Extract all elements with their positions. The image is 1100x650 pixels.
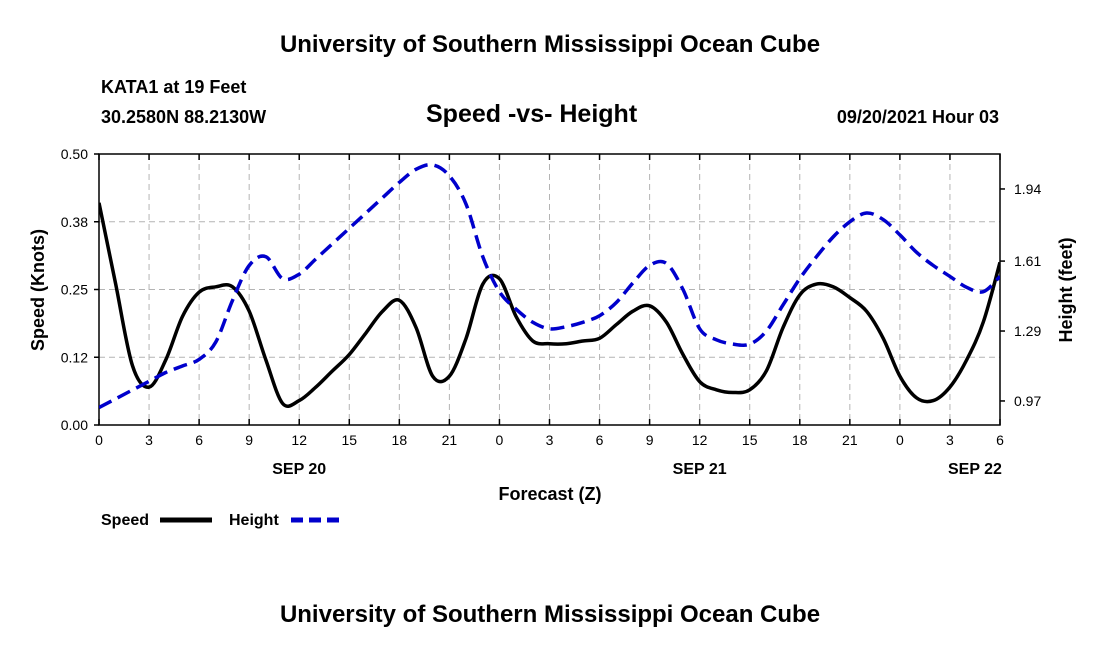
y2-axis-label: Height (feet) [1056, 238, 1076, 343]
x-tick-label: 21 [842, 432, 858, 448]
x-tick-label: 18 [392, 432, 408, 448]
x-tick-label: 6 [195, 432, 203, 448]
page-title: University of Southern Mississippi Ocean… [279, 31, 821, 58]
x-tick-label: 18 [792, 432, 808, 448]
height-series-line [99, 162, 1000, 410]
x-tick-label: 12 [291, 432, 307, 448]
station-name: KATA1 at 19 Feet [101, 77, 247, 97]
x-date-label: SEP 21 [673, 461, 727, 478]
x-tick-label: 21 [442, 432, 458, 448]
x-tick-label: 9 [646, 432, 654, 448]
x-axis-label: Forecast (Z) [498, 484, 601, 504]
series [99, 162, 1000, 410]
x-date-label: SEP 20 [272, 461, 326, 478]
station-location: 30.2580N 88.2130W [101, 107, 267, 127]
y-tick-label: 0.38 [61, 214, 88, 230]
x-tick-label: 3 [546, 432, 554, 448]
axes: 0 3 6 9 12 15 18 21 0 3 6 9 12 15 18 21 0 3 6 0.00 0.12 0.25 0… [61, 146, 1042, 478]
y2-tick-label: 1.29 [1014, 323, 1041, 339]
x-tick-label: 0 [896, 432, 904, 448]
legend-height-label: Height [229, 512, 279, 529]
y-tick-label: 0.25 [61, 282, 88, 298]
x-tick-label: 0 [496, 432, 504, 448]
plot-title: Speed -vs- Height [426, 100, 638, 128]
footer-title: University of Southern Mississippi Ocean… [279, 601, 821, 628]
x-tick-label: 3 [145, 432, 153, 448]
x-tick-label: 6 [996, 432, 1004, 448]
x-tick-label: 0 [95, 432, 103, 448]
x-tick-label: 9 [245, 432, 253, 448]
x-date-label: SEP 22 [948, 461, 1002, 478]
forecast-datetime: 09/20/2021 Hour 03 [836, 107, 999, 127]
y-tick-label: 0.50 [61, 146, 88, 162]
y2-tick-label: 1.61 [1014, 253, 1041, 269]
x-tick-label: 15 [742, 432, 758, 448]
y-tick-label: 0.00 [61, 417, 88, 433]
y2-tick-label: 1.94 [1014, 181, 1041, 197]
y2-tick-label: 0.97 [1014, 393, 1041, 409]
x-tick-label: 15 [341, 432, 357, 448]
legend: Speed Height [101, 512, 343, 529]
x-tick-label: 12 [692, 432, 708, 448]
speed-series-line [99, 202, 1000, 408]
x-tick-label: 6 [596, 432, 604, 448]
legend-speed-label: Speed [101, 512, 149, 529]
y-axis-label: Speed (Knots) [28, 229, 48, 351]
x-tick-label: 3 [946, 432, 954, 448]
y-tick-label: 0.12 [61, 349, 88, 365]
